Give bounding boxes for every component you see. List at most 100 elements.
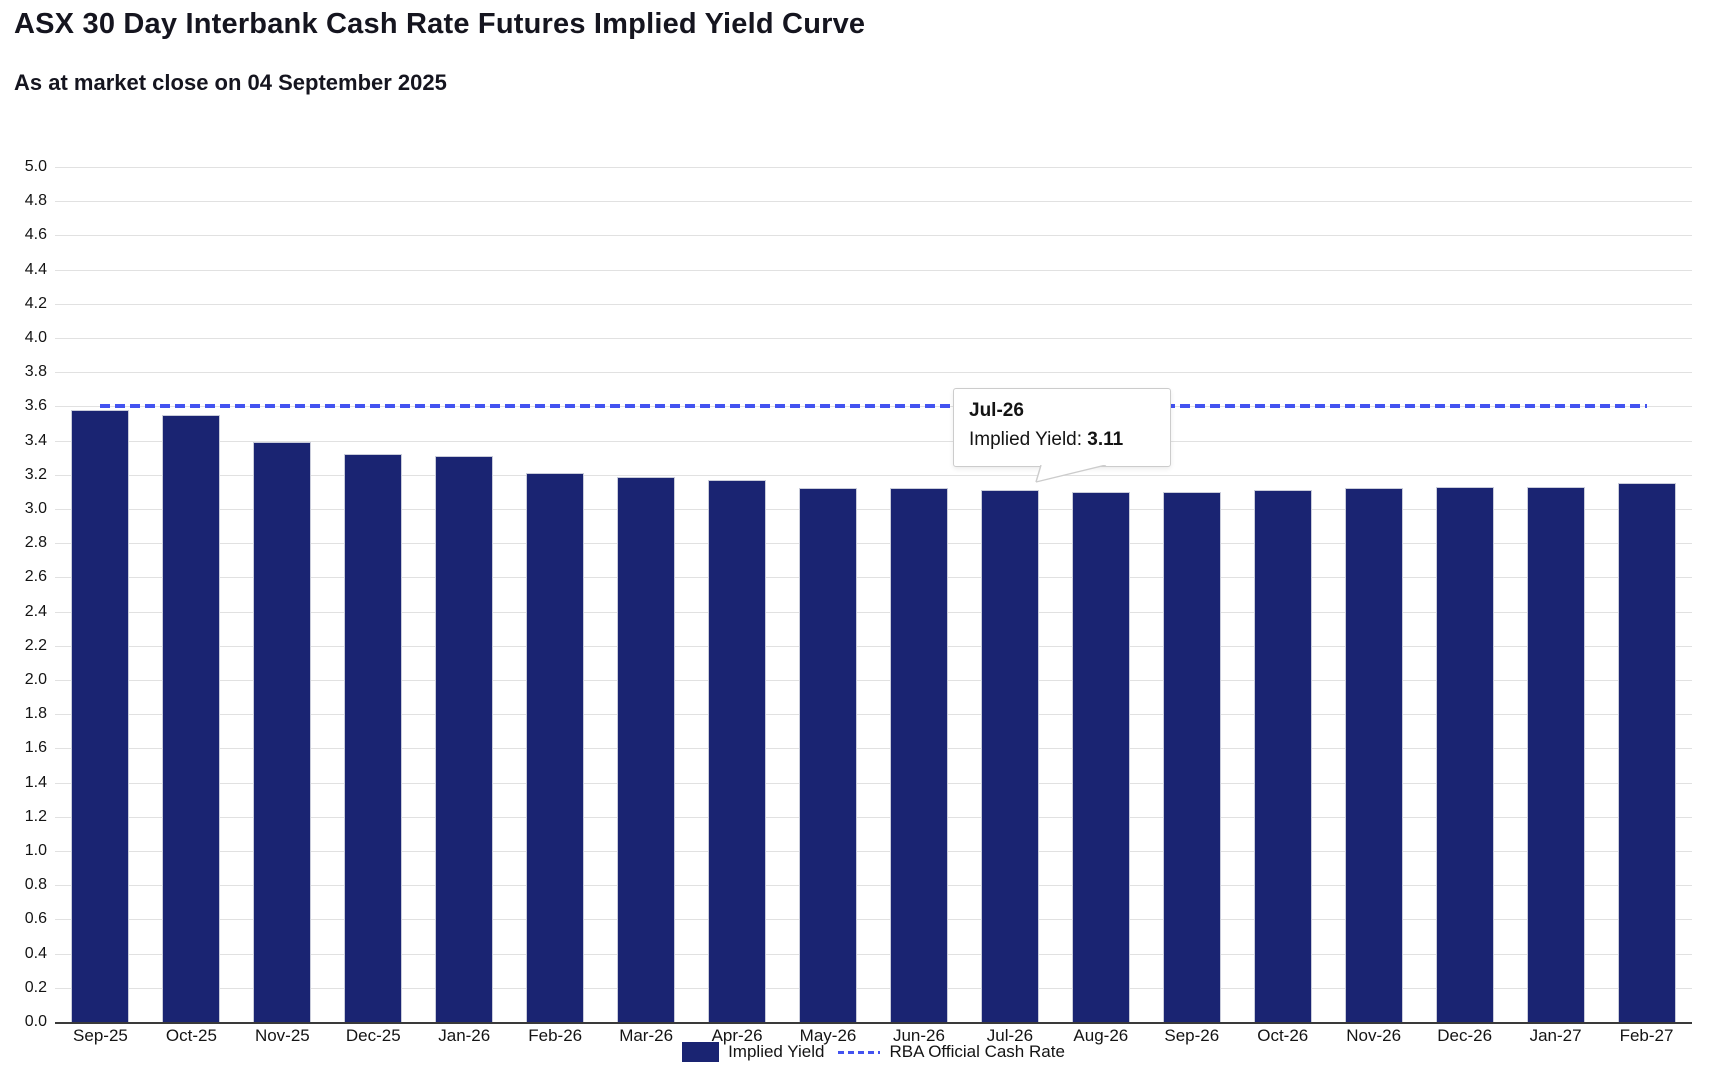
bar-band	[419, 167, 510, 1022]
x-tick-label: Apr-26	[711, 1026, 763, 1045]
x-tick-label: Jul-26	[986, 1026, 1034, 1045]
bar-band	[692, 167, 783, 1022]
bar-Mar-26[interactable]	[617, 476, 676, 1022]
gridline	[55, 611, 1692, 613]
legend-label-rba-cash-rate: RBA Official Cash Rate	[889, 1042, 1065, 1061]
bar-Dec-25[interactable]	[344, 454, 403, 1022]
bar-band	[1601, 167, 1692, 1022]
tooltip-value: Implied Yield: 3.11	[969, 429, 1124, 450]
y-tick-label: 4.4	[24, 260, 47, 278]
chart-subtitle: As at market close on 04 September 2025	[14, 70, 447, 95]
x-tick-label: Aug-26	[1073, 1026, 1129, 1045]
bar-May-26[interactable]	[799, 488, 858, 1022]
rba-cash-rate-line[interactable]	[100, 404, 1647, 409]
x-tick-label: May-26	[799, 1026, 857, 1045]
y-tick-label: 1.8	[24, 705, 47, 723]
y-tick-label: 0.8	[24, 876, 47, 894]
y-tick-label: 2.8	[24, 534, 47, 552]
y-tick-label: 4.2	[24, 294, 47, 312]
bar-Nov-25[interactable]	[253, 442, 312, 1022]
gridline	[55, 919, 1692, 921]
y-tick-label: 4.6	[24, 226, 47, 244]
legend: Implied Yield RBA Official Cash Rate	[55, 1042, 1692, 1062]
tooltip-caret-icon	[1035, 465, 1107, 483]
gridline	[55, 885, 1692, 887]
gridline	[55, 440, 1692, 442]
bar-Sep-25[interactable]	[71, 409, 130, 1022]
y-tick-label: 2.2	[24, 636, 47, 654]
y-tick-label: 2.4	[24, 602, 47, 620]
bar-band	[55, 167, 146, 1022]
y-tick-label: 0.4	[24, 944, 47, 962]
gridline	[55, 987, 1692, 989]
gridline	[55, 782, 1692, 784]
bar-band	[1419, 167, 1510, 1022]
gridline	[55, 680, 1692, 681]
gridline	[55, 543, 1692, 545]
bar-Apr-26[interactable]	[708, 479, 767, 1022]
bar-band	[1055, 167, 1146, 1022]
tooltip: Jul-26 Implied Yield: 3.11	[953, 388, 1171, 483]
bar-Nov-26[interactable]	[1344, 488, 1403, 1022]
legend-item-rba-cash-rate[interactable]: RBA Official Cash Rate	[838, 1042, 1065, 1062]
bar-Oct-25[interactable]	[162, 414, 221, 1022]
gridline	[55, 372, 1692, 374]
gridline	[55, 714, 1692, 716]
bar-Jan-26[interactable]	[435, 456, 494, 1022]
x-tick-label: Feb-27	[1619, 1026, 1674, 1045]
bar-Dec-26[interactable]	[1435, 486, 1494, 1022]
y-tick-label: 3.0	[24, 500, 47, 517]
gridline	[55, 303, 1692, 305]
bar-band	[510, 167, 601, 1022]
y-tick-label: 1.4	[24, 773, 47, 791]
y-tick-label: 1.2	[24, 807, 47, 825]
bar-Oct-26[interactable]	[1253, 490, 1312, 1022]
gridline	[55, 474, 1692, 476]
gridline	[55, 235, 1692, 237]
y-tick-label: 0.0	[24, 1013, 47, 1030]
bar-band	[1328, 167, 1419, 1022]
gridline	[55, 645, 1692, 647]
gridline	[55, 1022, 1692, 1024]
bar-Aug-26[interactable]	[1071, 491, 1130, 1022]
gridline	[55, 816, 1692, 818]
bar-band	[328, 167, 419, 1022]
x-tick-label: Nov-26	[1346, 1026, 1402, 1045]
y-tick-label: 1.0	[24, 842, 47, 859]
x-tick-label: Dec-26	[1437, 1026, 1493, 1045]
gridline	[55, 269, 1692, 271]
bar-band	[237, 167, 328, 1022]
x-tick-label: Oct-26	[1257, 1026, 1309, 1045]
bar-band	[783, 167, 874, 1022]
bar-Jun-26[interactable]	[889, 488, 948, 1022]
bar-Jul-26[interactable]	[980, 490, 1039, 1022]
gridline	[55, 953, 1692, 955]
bar-Feb-27[interactable]	[1617, 483, 1676, 1022]
bar-Sep-26[interactable]	[1162, 491, 1221, 1022]
gridline	[55, 748, 1692, 750]
bar-Jan-27[interactable]	[1526, 486, 1585, 1022]
y-tick-label: 2.0	[24, 671, 47, 688]
y-tick-label: 0.2	[24, 978, 47, 996]
tooltip-title: Jul-26	[969, 400, 1024, 421]
y-tick-label: 4.8	[24, 192, 47, 210]
gridline	[55, 338, 1692, 339]
chart-title: ASX 30 Day Interbank Cash Rate Futures I…	[14, 8, 866, 40]
y-tick-label: 3.2	[24, 465, 47, 483]
plot-area	[55, 167, 1692, 1024]
x-tick-label: Sep-26	[1164, 1026, 1220, 1045]
bar-band	[1237, 167, 1328, 1022]
bar-band	[146, 167, 237, 1022]
x-tick-label: Jan-27	[1529, 1026, 1582, 1045]
y-tick-label: 1.6	[24, 739, 47, 757]
gridline	[55, 509, 1692, 510]
x-tick-label: Nov-25	[254, 1026, 310, 1045]
gridline	[55, 577, 1692, 579]
bar-Feb-26[interactable]	[526, 473, 585, 1022]
x-tick-label: Jan-26	[438, 1026, 491, 1045]
rba-cash-rate-dash-icon	[838, 1050, 881, 1054]
legend-item-implied-yield[interactable]: Implied Yield	[682, 1042, 824, 1062]
x-tick-label: Mar-26	[619, 1026, 674, 1045]
y-tick-label: 0.6	[24, 910, 47, 928]
y-tick-label: 3.6	[24, 397, 47, 415]
